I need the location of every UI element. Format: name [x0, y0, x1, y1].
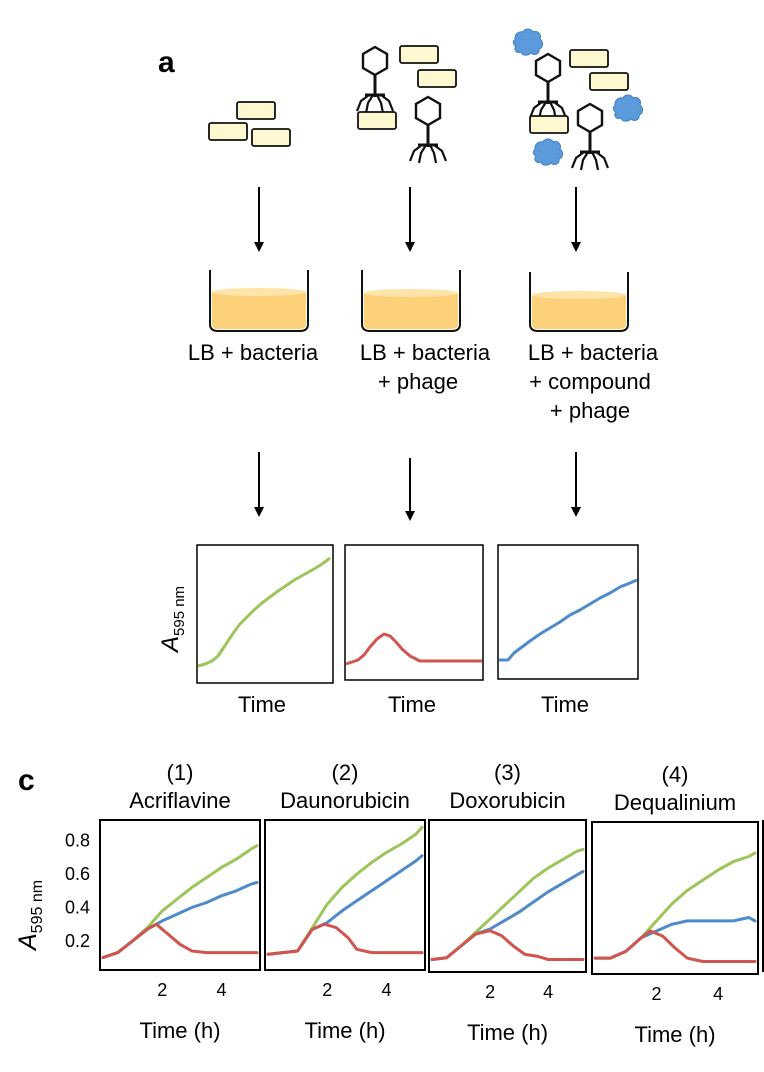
- compound-icon: [612, 94, 644, 122]
- chart-frame: [428, 819, 587, 973]
- compound-icon: [512, 28, 544, 56]
- series-line-phage: [430, 929, 585, 961]
- condition-labels: LB + bacteria LB + bacteria + phage LB +…: [188, 340, 659, 423]
- condition-3-line-2: + compound: [529, 369, 651, 394]
- arrows-row-2: [254, 452, 581, 521]
- chart-title: Acriflavine: [129, 788, 230, 813]
- bacterium-icon: [399, 45, 439, 64]
- bacterium-icon: [569, 49, 609, 68]
- panel-a-label: a: [158, 46, 175, 79]
- schematic-plots: Time Time Time A595 nm: [157, 544, 639, 717]
- bacterium-icon: [529, 115, 569, 134]
- well-2: [361, 270, 461, 332]
- x-axis-label: Time (h): [304, 1018, 385, 1043]
- y-tick-label: 0.8: [65, 831, 90, 851]
- bacteria-cartoon-1: [208, 101, 291, 147]
- x-tick-label: 2: [652, 984, 662, 1004]
- x-axis-label: Time (h): [467, 1020, 548, 1045]
- panel-c-ylabel: A595 nm: [14, 880, 46, 952]
- x-tick-label: 4: [713, 984, 723, 1004]
- y-tick-label: 0.6: [65, 864, 90, 884]
- chart-2: (2) Daunorubicin 2 4 Time (h): [264, 760, 426, 1043]
- y-tick-label: 0.4: [65, 898, 90, 918]
- phage-icon: [570, 102, 610, 172]
- schematic-xlabel-2: Time: [388, 692, 436, 717]
- schematic-plot-3-frame: [497, 544, 639, 680]
- compound-icon: [532, 138, 564, 166]
- chart-number: (3): [494, 760, 521, 785]
- x-axis-label: Time (h): [634, 1022, 715, 1047]
- schematic-curve-control: [197, 556, 331, 668]
- phage-icon: [408, 95, 448, 165]
- series-line-phage: [101, 922, 259, 960]
- chart-frame: [264, 819, 426, 971]
- bacterium-icon: [357, 111, 397, 130]
- chart-number: (4): [662, 762, 689, 787]
- bacteria-phage-cartoon: [355, 45, 457, 165]
- x-tick-label: 2: [322, 980, 332, 1000]
- x-tick-label: 4: [216, 980, 226, 1000]
- bacterium-icon: [589, 72, 629, 91]
- series-line-compound-phage: [266, 854, 424, 956]
- series-line-compound-phage: [593, 916, 757, 960]
- chart-title: Dequalinium: [614, 790, 736, 815]
- condition-2-line-2: + phage: [378, 369, 458, 394]
- x-tick-label: 4: [381, 980, 391, 1000]
- condition-3-line-1: LB + bacteria: [528, 340, 659, 365]
- schematic-xlabel-3: Time: [541, 692, 589, 717]
- series-line-control: [593, 851, 757, 960]
- bacterium-icon: [417, 69, 457, 88]
- phage-icon: [355, 45, 395, 115]
- condition-1-line-1: LB + bacteria: [188, 340, 319, 365]
- chart-3: (3) Doxorubicin 2 4 Time (h): [428, 760, 587, 1045]
- chart-title: Daunorubicin: [280, 788, 410, 813]
- well-1: [209, 270, 309, 332]
- schematic-plot-1-frame: [196, 544, 334, 684]
- bacterium-icon: [208, 122, 248, 141]
- chart-frame: [99, 819, 261, 971]
- arrows-row-1: [254, 187, 581, 252]
- bacterium-icon: [251, 128, 291, 147]
- y-tick-label: 0.2: [65, 931, 90, 951]
- chart-1: (1) Acriflavine 2 4 0.2 0.4 0.6 0.8 Time (h): [65, 760, 261, 1043]
- condition-2-line-1: LB + bacteria: [360, 340, 491, 365]
- x-tick-label: 2: [157, 980, 167, 1000]
- schematic-plot-2-frame: [344, 544, 484, 681]
- series-line-control: [430, 847, 585, 961]
- culture-wells: [209, 270, 629, 332]
- chart-number: (2): [332, 760, 359, 785]
- panel-c-charts: (1) Acriflavine 2 4 0.2 0.4 0.6 0.8 Time (h) (2) D…: [65, 760, 759, 1047]
- chart-title: Doxorubicin: [449, 788, 565, 813]
- series-line-control: [101, 844, 259, 960]
- well-3: [529, 272, 629, 332]
- series-line-phage: [593, 929, 757, 963]
- chart-number: (1): [167, 760, 194, 785]
- chart-4: (4) Dequalinium 2 4 Time (h): [591, 762, 759, 1047]
- x-tick-label: 2: [485, 982, 495, 1002]
- x-tick-label: 4: [543, 982, 553, 1002]
- schematic-xlabel-1: Time: [238, 692, 286, 717]
- schematic-curve-compound-phage: [499, 578, 638, 662]
- schematic-curve-phage: [345, 632, 482, 666]
- series-line-phage: [266, 922, 424, 956]
- schematic-ylabel: A595 nm: [157, 586, 188, 654]
- panel-c-label: c: [18, 764, 35, 797]
- x-axis-label: Time (h): [139, 1018, 220, 1043]
- bacteria-compound-phage-cartoon: [512, 28, 644, 172]
- series-line-compound-phage: [430, 869, 585, 961]
- condition-3-line-3: + phage: [550, 398, 630, 423]
- chart-frame: [591, 821, 759, 975]
- bacterium-icon: [236, 101, 276, 120]
- phage-icon: [528, 52, 568, 122]
